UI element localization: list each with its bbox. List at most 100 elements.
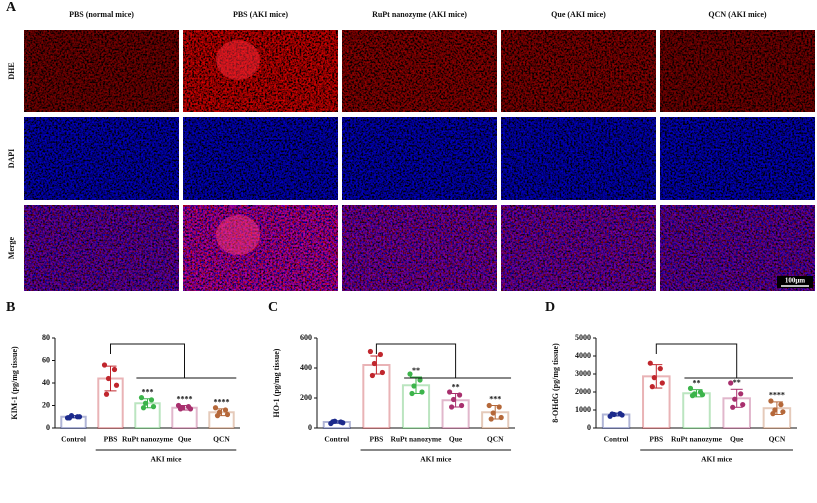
x-tick-label: PBS: [104, 435, 118, 444]
micrograph-signal: [660, 30, 815, 112]
y-tick-label: 3000: [575, 369, 591, 378]
data-point: [619, 412, 625, 418]
data-point: [740, 402, 746, 408]
y-tick-label: 60: [42, 355, 50, 364]
y-tick-label: 80: [42, 333, 50, 342]
y-tick-label: 40: [42, 378, 50, 387]
data-point: [177, 406, 184, 412]
data-point: [488, 416, 494, 422]
micrograph-signal: [24, 117, 179, 200]
bar: [171, 406, 198, 429]
data-point: [66, 415, 73, 421]
y-tick-label: 0: [46, 423, 50, 432]
significance: **: [452, 382, 460, 391]
data-point: [770, 411, 776, 417]
panel-label: D: [545, 300, 555, 315]
data-point: [649, 384, 655, 390]
data-point: [113, 382, 120, 388]
x-tick-label: RuPt nanozyme: [671, 435, 723, 444]
data-point: [212, 405, 219, 411]
y-tick-label: 200: [300, 393, 312, 402]
row-label: DAPI: [7, 149, 16, 169]
comparison-bracket: [110, 343, 237, 379]
significance: ****: [214, 398, 230, 407]
data-point: [140, 405, 147, 411]
panel-label: C: [268, 300, 278, 315]
scale-bar-label: 100μm: [785, 277, 805, 285]
x-tick-label: PBS: [370, 435, 384, 444]
data-point: [411, 383, 417, 389]
data-point: [728, 380, 734, 386]
x-tick-label: Control: [324, 435, 349, 444]
micrograph-signal: [342, 117, 497, 200]
data-point: [371, 360, 377, 367]
x-tick-label: Que: [730, 435, 744, 444]
y-tick-label: 600: [300, 333, 312, 342]
column-header: RuPt nanozyme (AKI mice): [372, 10, 467, 19]
x-tick-label: QCN: [487, 435, 504, 444]
micrograph-signal: [183, 205, 338, 291]
data-point: [651, 375, 657, 381]
data-point: [103, 391, 110, 397]
data-point: [101, 362, 108, 368]
micrograph-signal: [501, 205, 656, 291]
data-point: [105, 375, 112, 382]
x-tick-label: QCN: [213, 435, 230, 444]
micrograph-signal: [660, 117, 815, 200]
data-point: [689, 393, 696, 399]
data-point: [76, 414, 83, 420]
data-point: [732, 396, 738, 402]
column-header: PBS (AKI mice): [233, 10, 288, 19]
data-point: [187, 406, 194, 412]
x-tick-label: Control: [604, 435, 629, 444]
micrograph-signal: [501, 117, 656, 200]
significance: **: [693, 378, 701, 387]
bar: [601, 413, 631, 429]
x-tick-label: RuPt nanozyme: [390, 435, 442, 444]
data-point: [451, 396, 457, 403]
x-tick-label: QCN: [769, 435, 786, 444]
y-tick-label: 5000: [575, 333, 591, 342]
significance: **: [412, 366, 420, 375]
data-point: [138, 395, 145, 401]
data-point: [490, 410, 496, 416]
bar: [682, 392, 711, 430]
bar: [60, 415, 87, 429]
data-point: [148, 397, 155, 403]
y-tick-label: 20: [42, 400, 50, 409]
data-point: [417, 377, 423, 383]
data-point: [659, 380, 665, 386]
row-label: Merge: [7, 236, 16, 259]
data-point: [377, 351, 383, 358]
column-header: PBS (normal mice): [69, 10, 134, 19]
y-tick-label: 0: [308, 423, 312, 432]
comparison-bracket: [655, 343, 793, 379]
data-point: [609, 411, 615, 417]
y-axis-label: HO-1 (pg/mg tissue): [272, 348, 281, 417]
group-label: AKI mice: [701, 455, 733, 464]
data-point: [214, 413, 221, 419]
data-point: [496, 404, 502, 410]
group-label: AKI mice: [150, 455, 182, 464]
data-point: [142, 400, 149, 406]
significance: ****: [769, 391, 785, 400]
micrograph-signal: [501, 30, 656, 112]
scale-bar-box: [777, 276, 813, 288]
data-point: [330, 419, 336, 425]
y-tick-label: 2000: [575, 387, 591, 396]
data-point: [778, 402, 784, 408]
x-tick-label: RuPt nanozyme: [122, 435, 174, 444]
data-point: [340, 420, 346, 426]
group-label: AKI mice: [420, 455, 452, 464]
y-axis-label: KIM-1 (pg/mg tissue): [10, 346, 19, 420]
data-point: [768, 398, 774, 404]
micrograph-signal: [183, 30, 338, 112]
x-tick-label: PBS: [649, 435, 663, 444]
y-tick-label: 1000: [575, 405, 591, 414]
micrograph-signal: [24, 30, 179, 112]
micrograph-signal: [342, 205, 497, 291]
micrograph-signal: [183, 117, 338, 200]
data-point: [738, 391, 744, 397]
data-point: [379, 369, 385, 376]
